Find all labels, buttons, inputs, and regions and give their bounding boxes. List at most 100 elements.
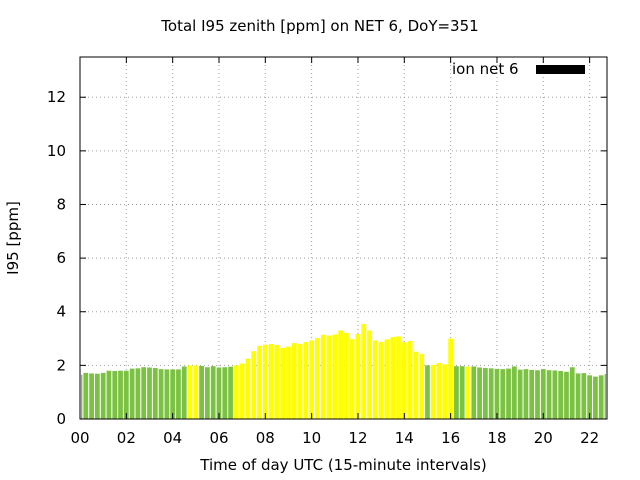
bar bbox=[593, 376, 598, 419]
y-axis-label: I95 [ppm] bbox=[4, 201, 22, 275]
bar bbox=[488, 368, 494, 419]
grid-lines bbox=[80, 57, 607, 419]
bar bbox=[540, 369, 546, 419]
bar bbox=[210, 366, 216, 419]
y-tick-label: 6 bbox=[56, 249, 66, 267]
x-tick-label: 20 bbox=[534, 429, 553, 447]
bar bbox=[164, 369, 170, 419]
bar bbox=[280, 347, 286, 419]
bar bbox=[176, 369, 181, 419]
bar bbox=[83, 372, 89, 419]
bar bbox=[141, 367, 147, 419]
bar bbox=[129, 368, 135, 419]
bars bbox=[81, 324, 606, 419]
bar bbox=[552, 370, 558, 419]
bar bbox=[523, 369, 529, 419]
legend-label: ion net 6 bbox=[452, 60, 519, 78]
bar bbox=[94, 373, 100, 419]
bar bbox=[216, 367, 222, 419]
bar bbox=[239, 363, 245, 419]
bar bbox=[158, 369, 164, 419]
bar bbox=[303, 342, 309, 419]
y-tick-label: 2 bbox=[56, 356, 66, 374]
y-tick-label: 0 bbox=[56, 410, 66, 428]
bar bbox=[89, 373, 94, 419]
bar bbox=[268, 343, 274, 419]
bar bbox=[517, 369, 523, 419]
bar bbox=[274, 344, 280, 419]
y-tick-label: 4 bbox=[56, 303, 66, 321]
x-tick-label: 16 bbox=[441, 429, 460, 447]
bar bbox=[199, 365, 204, 419]
bar bbox=[187, 365, 193, 419]
bar bbox=[401, 342, 407, 419]
bar bbox=[372, 340, 378, 419]
x-tick-label: 10 bbox=[302, 429, 321, 447]
bar bbox=[123, 370, 129, 419]
bar bbox=[112, 371, 118, 419]
bar bbox=[442, 364, 448, 419]
bar bbox=[147, 367, 152, 419]
bar bbox=[326, 335, 332, 419]
bar bbox=[349, 339, 355, 419]
bar bbox=[459, 366, 465, 419]
bar bbox=[413, 351, 419, 419]
bar bbox=[436, 362, 442, 419]
bar bbox=[81, 374, 83, 419]
x-tick-label: 14 bbox=[395, 429, 414, 447]
bar bbox=[465, 366, 471, 419]
bar bbox=[419, 353, 425, 419]
x-tick-label: 18 bbox=[487, 429, 506, 447]
bar bbox=[233, 365, 239, 419]
bar bbox=[344, 332, 349, 419]
x-tick-label: 02 bbox=[117, 429, 136, 447]
bar bbox=[430, 364, 436, 419]
bar bbox=[390, 337, 396, 419]
bar bbox=[222, 367, 228, 419]
bar bbox=[118, 370, 123, 419]
bar bbox=[378, 342, 384, 419]
legend-swatch bbox=[536, 65, 585, 74]
bar bbox=[425, 365, 430, 419]
bar bbox=[315, 338, 320, 419]
bar bbox=[193, 365, 199, 419]
plot-frame bbox=[79, 56, 608, 420]
bar bbox=[511, 366, 517, 419]
bar bbox=[471, 366, 477, 419]
y-tick-label: 8 bbox=[56, 195, 66, 213]
bar bbox=[477, 367, 482, 419]
y-tick-labels: 0 2 4 6 8 10 12 bbox=[47, 88, 66, 428]
bar bbox=[500, 369, 506, 419]
bar bbox=[407, 340, 413, 419]
bar bbox=[152, 368, 158, 419]
x-tick-label: 04 bbox=[163, 429, 182, 447]
y-tick-label: 10 bbox=[47, 142, 66, 160]
bar bbox=[604, 373, 606, 419]
bar bbox=[257, 345, 262, 419]
x-tick-label: 22 bbox=[580, 429, 599, 447]
bar bbox=[587, 375, 593, 419]
chart-title: Total I95 zenith [ppm] on NET 6, DoY=351 bbox=[161, 17, 479, 35]
bar bbox=[575, 373, 581, 419]
x-tick-label: 00 bbox=[70, 429, 89, 447]
bar bbox=[529, 369, 535, 419]
bar bbox=[355, 333, 361, 419]
x-axis-label: Time of day UTC (15-minute intervals) bbox=[200, 456, 487, 474]
bar bbox=[320, 334, 326, 419]
bar bbox=[332, 334, 338, 419]
x-tick-label: 08 bbox=[256, 429, 275, 447]
bar bbox=[205, 367, 210, 419]
bar bbox=[564, 371, 569, 419]
bar bbox=[135, 368, 141, 419]
bar bbox=[181, 366, 187, 419]
x-tick-label: 12 bbox=[348, 429, 367, 447]
bar bbox=[245, 358, 251, 419]
bar bbox=[454, 366, 459, 419]
x-tick-label: 06 bbox=[209, 429, 228, 447]
bar bbox=[396, 336, 401, 419]
bar bbox=[262, 344, 268, 419]
bar bbox=[506, 368, 511, 419]
axis-ticks bbox=[79, 57, 607, 420]
y-tick-label: 12 bbox=[47, 88, 66, 106]
